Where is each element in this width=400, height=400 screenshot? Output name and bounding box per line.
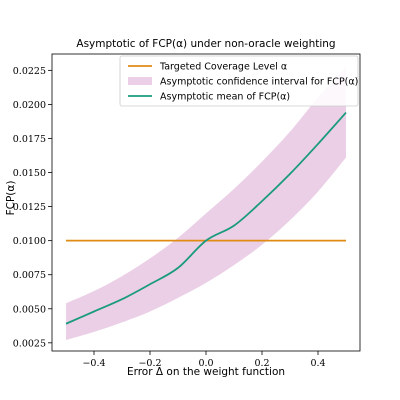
plot-area: [65, 67, 347, 341]
legend: Targeted Coverage Level α Asymptotic conf…: [119, 55, 359, 107]
legend-swatch: [128, 77, 152, 85]
x-axis-label: Error Δ on the weight function: [127, 366, 285, 378]
y-tick-label: 0.0225: [13, 66, 46, 77]
y-tick-label: 0.0125: [13, 202, 46, 213]
x-tick-label: −0.4: [82, 358, 105, 369]
x-axis-ticks: −0.4 −0.2 0.0 0.2 0.4: [82, 351, 326, 369]
y-axis-ticks: 0.0025 0.0050 0.0075 0.0100 0.0125 0.0150 0.01…: [13, 66, 52, 349]
y-tick-label: 0.0150: [13, 168, 46, 179]
y-tick-label: 0.0025: [13, 338, 46, 349]
x-tick-label: 0.2: [254, 358, 269, 369]
y-tick-label: 0.0100: [13, 236, 46, 247]
x-tick-label: 0.0: [198, 358, 213, 369]
y-tick-label: 0.0200: [13, 100, 46, 111]
y-axis-label: FCP(α): [5, 181, 17, 216]
asymptotic-mean-line: [65, 111, 347, 325]
x-tick-label: 0.4: [310, 358, 325, 369]
legend-label: Asymptotic confidence interval for FCP(α…: [160, 77, 358, 88]
legend-box: [119, 55, 359, 107]
legend-label: Targeted Coverage Level α: [159, 62, 287, 73]
x-tick-label: −0.2: [138, 358, 161, 369]
y-tick-label: 0.0175: [13, 134, 46, 145]
confidence-band: [66, 67, 346, 341]
y-tick-label: 0.0050: [13, 304, 46, 315]
y-tick-label: 0.0075: [13, 270, 46, 281]
legend-label: Asymptotic mean of FCP(α): [160, 92, 290, 103]
chart-title: Asymptotic of FCP(α) under non-oracle we…: [76, 38, 335, 50]
